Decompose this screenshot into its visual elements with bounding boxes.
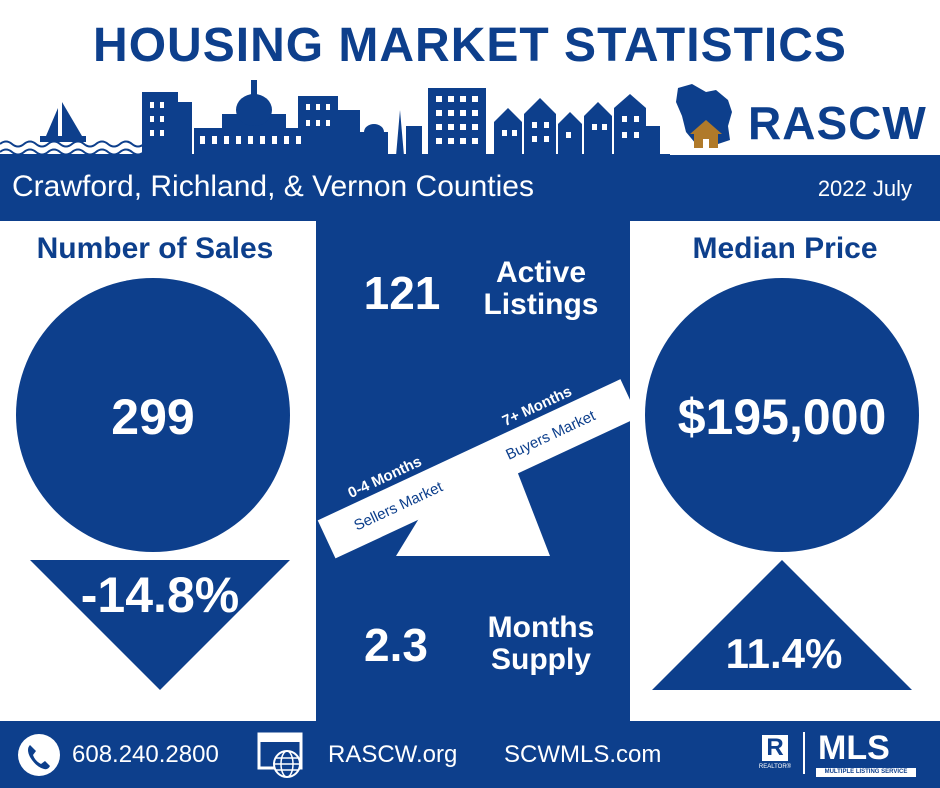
region-title: Crawford, Richland, & Vernon Counties — [12, 170, 534, 203]
price-value: $195,000 — [677, 389, 887, 445]
city-skyline-icon — [0, 80, 670, 156]
mls-divider — [803, 732, 805, 774]
price-up-triangle — [652, 560, 912, 690]
footer-site-rascw[interactable]: RASCW.org — [328, 741, 458, 768]
supply-value: 2.3 — [364, 619, 428, 671]
supply-label-line2: Supply — [490, 643, 591, 676]
sales-value: 299 — [111, 389, 195, 445]
footer-phone[interactable]: 608.240.2800 — [72, 741, 219, 768]
listings-label-line1: Active — [495, 256, 587, 289]
web-globe-icon — [257, 732, 303, 778]
sales-circle — [16, 278, 290, 552]
scale-beam — [317, 379, 630, 559]
sales-change: -14.8% — [80, 567, 240, 623]
footer-site-scwmls[interactable]: SCWMLS.com — [504, 741, 662, 768]
brand-name: RASCW — [748, 97, 927, 149]
sales-graphic — [16, 278, 290, 690]
market-scale: 0-4 Months Sellers Market 7+ Months Buye… — [317, 379, 630, 559]
phone-icon — [18, 734, 60, 776]
wisconsin-house-icon — [676, 84, 732, 148]
sales-title: Number of Sales — [36, 232, 274, 265]
price-change: 11.4% — [725, 630, 843, 677]
price-circle — [645, 278, 919, 552]
supply-label-line1: Months — [487, 611, 595, 644]
price-graphic — [645, 278, 919, 690]
region-band — [0, 155, 940, 221]
listings-value: 121 — [363, 267, 441, 319]
realtor-text: REALTOR® — [758, 764, 792, 770]
realtor-mark: R — [762, 735, 788, 761]
mls-mark: MLS — [818, 729, 890, 767]
scale-fulcrum — [396, 458, 550, 556]
listings-label-line2: Listings — [483, 288, 599, 321]
report-period: 2022 July — [817, 176, 912, 201]
page-title: HOUSING MARKET STATISTICS — [93, 19, 847, 72]
mls-subtitle: MULTIPLE LISTING SERVICE — [816, 768, 916, 777]
price-title: Median Price — [692, 232, 878, 265]
sales-down-triangle — [30, 560, 290, 690]
